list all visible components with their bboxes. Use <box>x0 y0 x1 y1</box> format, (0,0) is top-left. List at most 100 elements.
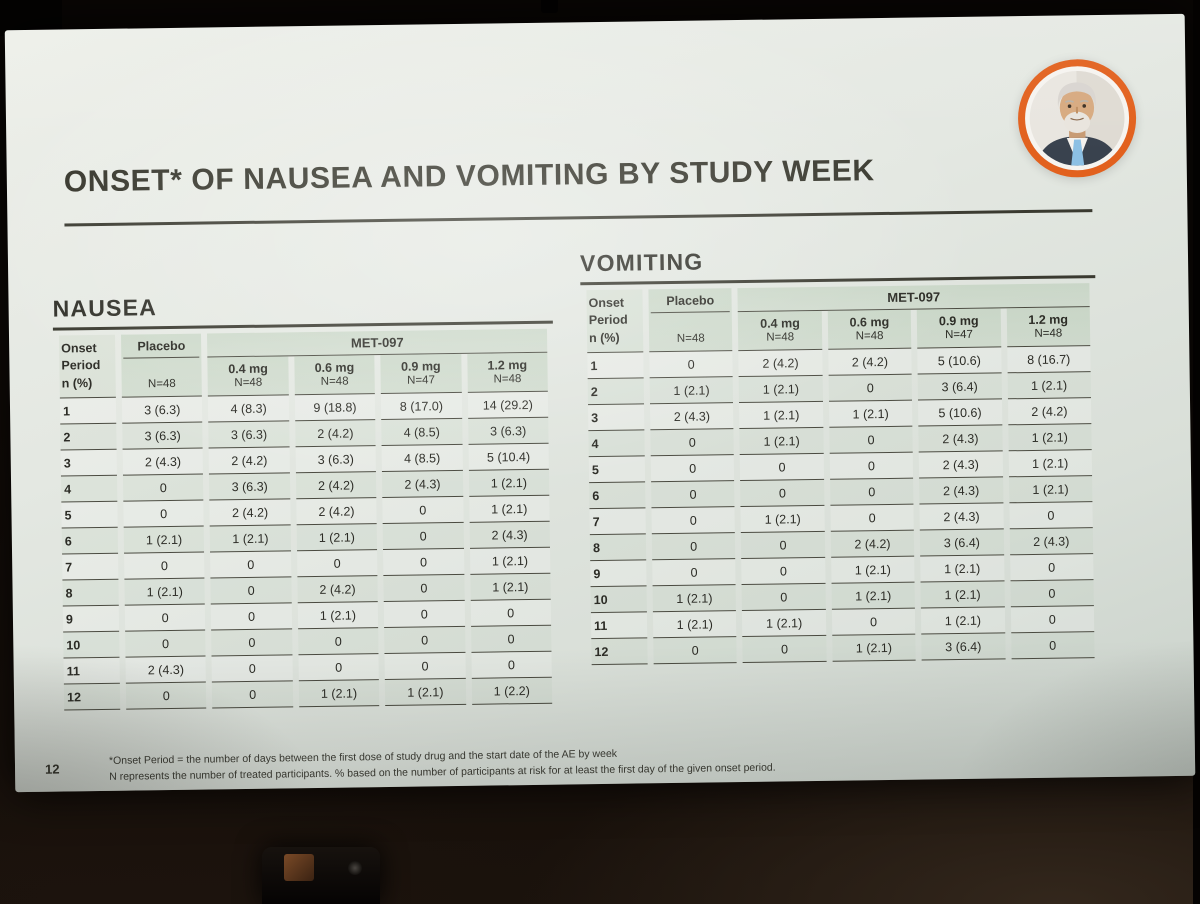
value-cell: 0 <box>829 478 914 506</box>
value-cell: 0 <box>125 630 206 658</box>
room-shadow-right <box>1193 0 1200 904</box>
onset-period-cell: 4 <box>588 430 645 458</box>
value-cell: 2 (4.2) <box>209 499 291 527</box>
value-cell: 0 <box>384 652 466 681</box>
value-cell: 0 <box>296 550 378 578</box>
value-cell: 0 <box>1009 502 1093 530</box>
value-cell: 2 (4.3) <box>125 656 207 684</box>
value-cell: 0 <box>1010 580 1094 608</box>
onset-period-cell: 10 <box>590 586 647 614</box>
dose-label: 0.6 mg <box>849 314 890 330</box>
value-cell: 0 <box>212 681 294 709</box>
value-cell: 2 (4.3) <box>919 503 1004 531</box>
onset-period-cell: 8 <box>62 579 119 607</box>
onset-period-cell: 11 <box>590 612 648 640</box>
value-cell: 0 <box>651 481 735 509</box>
value-cell: 0 <box>470 599 552 627</box>
value-cell: 2 (4.3) <box>1009 528 1094 556</box>
value-cell: 0 <box>384 626 466 655</box>
value-cell: 3 (6.3) <box>121 396 203 424</box>
value-cell: 0 <box>211 655 293 683</box>
value-cell: 8 (16.7) <box>1006 346 1091 374</box>
value-cell: 2 (4.3) <box>918 451 1003 479</box>
value-cell: 0 <box>1010 632 1095 660</box>
dose-n: N=47 <box>944 328 973 342</box>
placebo-n: N=48 <box>676 332 705 345</box>
projector-accent <box>284 854 314 881</box>
vomiting-table: Onset Period n (%) Placebo N=48 MET-097 … <box>580 283 1100 666</box>
value-cell: 8 (17.0) <box>381 392 462 421</box>
value-cell: 1 (2.1) <box>298 680 380 708</box>
value-cell: 2 (4.2) <box>208 447 290 475</box>
value-cell: 3 (6.3) <box>209 473 291 501</box>
value-cell: 0 <box>1009 554 1094 582</box>
ceiling-mount <box>541 0 558 13</box>
nausea-table: Onset Period n (%) Placebo N=48 MET-097 … <box>53 328 558 711</box>
dose-column-header: 0.6 mg N=48 <box>294 355 376 396</box>
value-cell: 1 (2.1) <box>920 581 1005 609</box>
onset-period-cell: 7 <box>62 553 119 581</box>
dose-n: N=48 <box>1034 327 1063 340</box>
onset-period-cell: 11 <box>63 657 120 685</box>
value-cell: 0 <box>829 426 913 454</box>
value-cell: 0 <box>741 557 826 586</box>
value-cell: 1 (2.2) <box>471 677 553 705</box>
onset-period-header-line: Onset <box>61 340 97 356</box>
value-cell: 3 (6.3) <box>208 421 290 449</box>
value-cell: 1 (2.1) <box>739 401 824 430</box>
value-cell: 1 (2.1) <box>652 585 737 613</box>
value-cell: 0 <box>651 533 736 561</box>
value-cell: 3 (6.4) <box>917 373 1002 401</box>
onset-period-header-line: Onset <box>588 295 625 310</box>
value-cell: 0 <box>211 629 293 657</box>
onset-period-cell: 2 <box>587 378 645 406</box>
value-cell: 4 (8.3) <box>208 395 290 423</box>
value-cell: 1 (2.1) <box>920 555 1005 583</box>
slide-title: ONSET* OF NAUSEA AND VOMITING BY STUDY W… <box>63 154 875 199</box>
value-cell: 1 (2.1) <box>739 375 823 404</box>
value-cell: 3 (6.3) <box>295 446 377 474</box>
value-cell: 0 <box>124 604 206 632</box>
value-cell: 1 (2.1) <box>296 524 378 552</box>
value-cell: 0 <box>383 600 465 629</box>
table-row: 12 0 0 1 (2.1) 1 (2.1) 1 (2.2) <box>63 677 553 711</box>
value-cell: 2 (4.2) <box>295 472 377 500</box>
value-cell: 0 <box>650 455 735 483</box>
placebo-column-header: Placebo N=48 <box>120 333 203 398</box>
value-cell: 0 <box>383 548 464 577</box>
dose-n: N=48 <box>320 375 349 388</box>
projector-device <box>262 847 380 904</box>
value-cell: 4 (8.5) <box>381 444 463 473</box>
value-cell: 0 <box>830 504 914 532</box>
value-cell: 1 (2.1) <box>123 526 205 554</box>
value-cell: 1 (2.1) <box>739 427 824 456</box>
value-cell: 2 (4.2) <box>296 498 377 526</box>
value-cell: 2 (4.2) <box>738 349 823 378</box>
value-cell: 9 (18.8) <box>294 394 376 422</box>
value-cell: 0 <box>123 500 205 528</box>
onset-period-cell: 5 <box>588 456 646 484</box>
value-cell: 0 <box>211 603 292 631</box>
dose-n: N=48 <box>493 373 522 386</box>
value-cell: 1 (2.1) <box>742 609 827 638</box>
onset-period-cell: 1 <box>587 352 644 380</box>
onset-period-cell: 4 <box>60 475 118 503</box>
dose-column-header: 0.6 mg N=48 <box>827 309 912 350</box>
dose-column-header: 0.9 mg N=47 <box>916 308 1001 349</box>
dose-column-header: 0.4 mg N=48 <box>207 356 289 397</box>
value-cell: 1 (2.1) <box>468 469 550 497</box>
value-cell: 1 (2.1) <box>830 556 915 584</box>
value-cell: 1 (2.1) <box>468 495 550 523</box>
value-cell: 0 <box>831 608 916 636</box>
value-cell: 5 (10.6) <box>917 347 1002 375</box>
value-cell: 1 (2.1) <box>469 573 551 601</box>
value-cell: 0 <box>652 559 736 587</box>
value-cell: 1 (2.1) <box>921 607 1005 635</box>
dose-column-header: 1.2 mg N=48 <box>466 352 548 393</box>
value-cell: 0 <box>125 682 207 710</box>
value-cell: 1 (2.1) <box>385 678 466 707</box>
projector-lens-icon <box>348 861 362 875</box>
value-cell: 14 (29.2) <box>467 391 549 419</box>
value-cell: 2 (4.3) <box>918 425 1003 453</box>
value-cell: 2 (4.3) <box>122 448 204 476</box>
